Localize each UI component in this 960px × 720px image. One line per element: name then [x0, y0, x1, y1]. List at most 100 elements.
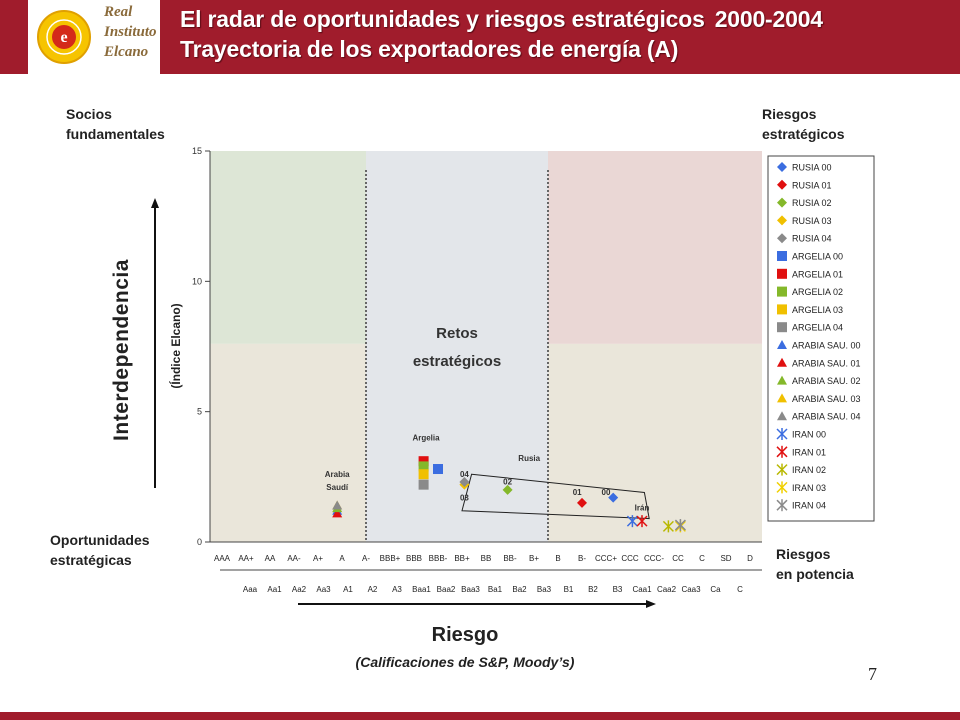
annotation-label: Arabia: [325, 470, 350, 479]
legend-marker: [777, 304, 787, 315]
x-tick-label-sp: B: [555, 554, 560, 563]
x-tick-label-moodys: Aaa: [243, 585, 258, 594]
svg-text:e: e: [60, 29, 67, 46]
x-tick-label-sp: AA+: [238, 554, 254, 563]
legend-marker: [777, 179, 787, 190]
legend-marker: [777, 375, 787, 385]
x-tick-label-moodys: B2: [588, 585, 598, 594]
corner-bottom-right-line2: en potencia: [776, 566, 854, 582]
legend-marker: [777, 411, 787, 421]
logo-text-3: Elcano: [104, 44, 149, 60]
x-tick-label-sp: AA-: [287, 554, 301, 563]
x-tick-label-moodys: Ca: [710, 585, 721, 594]
corner-top-left-line1: Socios: [66, 106, 112, 122]
zone-riesgos-estrategicos: [548, 151, 762, 344]
corner-bottom-right-line1: Riesgos: [776, 546, 831, 562]
legend-entry: RUSIA 01: [792, 180, 832, 190]
annotation-label: 04: [460, 470, 469, 479]
legend-entry: ARGELIA 00: [792, 252, 843, 262]
x-tick-label-sp: BBB: [406, 554, 422, 563]
legend-marker: [777, 340, 787, 349]
legend-entry: IRAN 02: [792, 465, 826, 475]
x-tick-label-sp: B+: [529, 554, 539, 563]
page-title-text: El radar de oportunidades y riesgos estr…: [180, 6, 705, 32]
corner-top-right-line1: Riesgos: [762, 106, 817, 122]
legend-entry: ARABIA SAU. 03: [792, 394, 861, 404]
page-title: El radar de oportunidades y riesgos estr…: [180, 6, 823, 33]
x-tick-label-sp: A: [339, 554, 345, 563]
x-tick-label-moodys: Aa1: [267, 585, 282, 594]
y-tick-label: 5: [197, 407, 202, 417]
x-tick-label-moodys: Baa3: [461, 585, 480, 594]
legend-box: [767, 155, 875, 522]
legend-entry: IRAN 00: [792, 430, 826, 440]
corner-top-right-line2: estratégicos: [762, 126, 845, 142]
x-tick-label-sp: BB-: [503, 554, 517, 563]
legend-marker: [777, 162, 787, 172]
legend-entry: ARABIA SAU. 02: [792, 376, 861, 386]
x-arrow-head: [646, 600, 656, 608]
legend-entry: ARGELIA 03: [792, 305, 843, 315]
data-point-rusia-00: [608, 492, 619, 503]
russia-trajectory-box: [461, 473, 650, 520]
x-tick-label-sp: AAA: [214, 554, 231, 563]
x-tick-label-sp: BBB-: [429, 554, 448, 563]
y-tick-label: 0: [197, 537, 202, 547]
data-point-arabia-sau-04: [332, 500, 343, 510]
x-tick-label-moodys: Ba2: [512, 585, 527, 594]
legend-entry: ARABIA SAU. 04: [792, 412, 861, 422]
legend-marker: [777, 233, 787, 244]
x-tick-label-sp: BB+: [454, 554, 470, 563]
x-tick-label-sp: C: [699, 554, 705, 563]
corner-top-left: Socios fundamentales: [66, 104, 165, 144]
annotation-label: Rusia: [518, 454, 540, 463]
x-tick-label-moodys: Baa2: [437, 585, 456, 594]
legend-marker: [777, 286, 787, 297]
x-tick-label-sp: B-: [578, 554, 586, 563]
x-axis-title: Riesgo: [431, 624, 499, 646]
x-tick-label-moodys: B1: [564, 585, 574, 594]
annotation-label: Irán: [635, 504, 650, 513]
legend-marker: [777, 393, 787, 403]
x-tick-label-moodys: Caa2: [657, 585, 677, 594]
legend-entry: RUSIA 00: [792, 163, 832, 173]
legend-entry: RUSIA 03: [792, 216, 832, 226]
data-point-argelia-00: [433, 464, 443, 475]
footer-band: [0, 712, 960, 720]
header-band: [0, 0, 960, 74]
logo-text-2: Instituto: [104, 24, 157, 40]
x-tick-label-sp: BBB+: [380, 554, 401, 563]
x-tick-label-sp: AA: [265, 554, 276, 563]
data-point-rusia-02: [502, 484, 513, 495]
annotation-label: Saudí: [326, 483, 349, 492]
x-tick-label-sp: A+: [313, 554, 323, 563]
x-tick-label-sp: CCC+: [595, 554, 617, 563]
logo: e Real Instituto Elcano: [28, 0, 160, 74]
legend-entry: RUSIA 02: [792, 198, 832, 208]
annotation-label: 03: [460, 493, 469, 502]
x-tick-label-sp: A-: [362, 554, 370, 563]
data-point-argelia-02: [418, 461, 429, 472]
legend-entry: ARGELIA 04: [792, 323, 843, 333]
logo-emblem: e: [37, 10, 91, 64]
legend-marker: [777, 357, 787, 367]
y-tick-label: 15: [192, 146, 202, 156]
x-tick-label-sp: CCC: [621, 554, 639, 563]
page-number: 7: [868, 664, 877, 684]
x-tick-label-moodys: A2: [368, 585, 378, 594]
x-tick-label-moodys: Baa1: [412, 585, 431, 594]
x-tick-label-moodys: Ba3: [537, 585, 552, 594]
zone-label-retos-estrategicos: estratégicos: [413, 353, 501, 370]
legend-entry: ARABIA SAU. 00: [792, 341, 861, 351]
legend-marker: [777, 215, 787, 226]
x-tick-label-moodys: Aa2: [292, 585, 307, 594]
y-tick-label: 10: [192, 276, 202, 286]
corner-bottom-right: Riesgos en potencia: [776, 544, 854, 584]
annotation-label: 01: [573, 488, 582, 497]
corner-bottom-left-line1: Oportunidades: [50, 532, 150, 548]
zone-oportunidades-estrategicas: [210, 343, 366, 542]
legend-marker: [777, 322, 787, 333]
x-tick-label-moodys: Caa1: [632, 585, 652, 594]
annotation-label: 00: [602, 488, 611, 497]
